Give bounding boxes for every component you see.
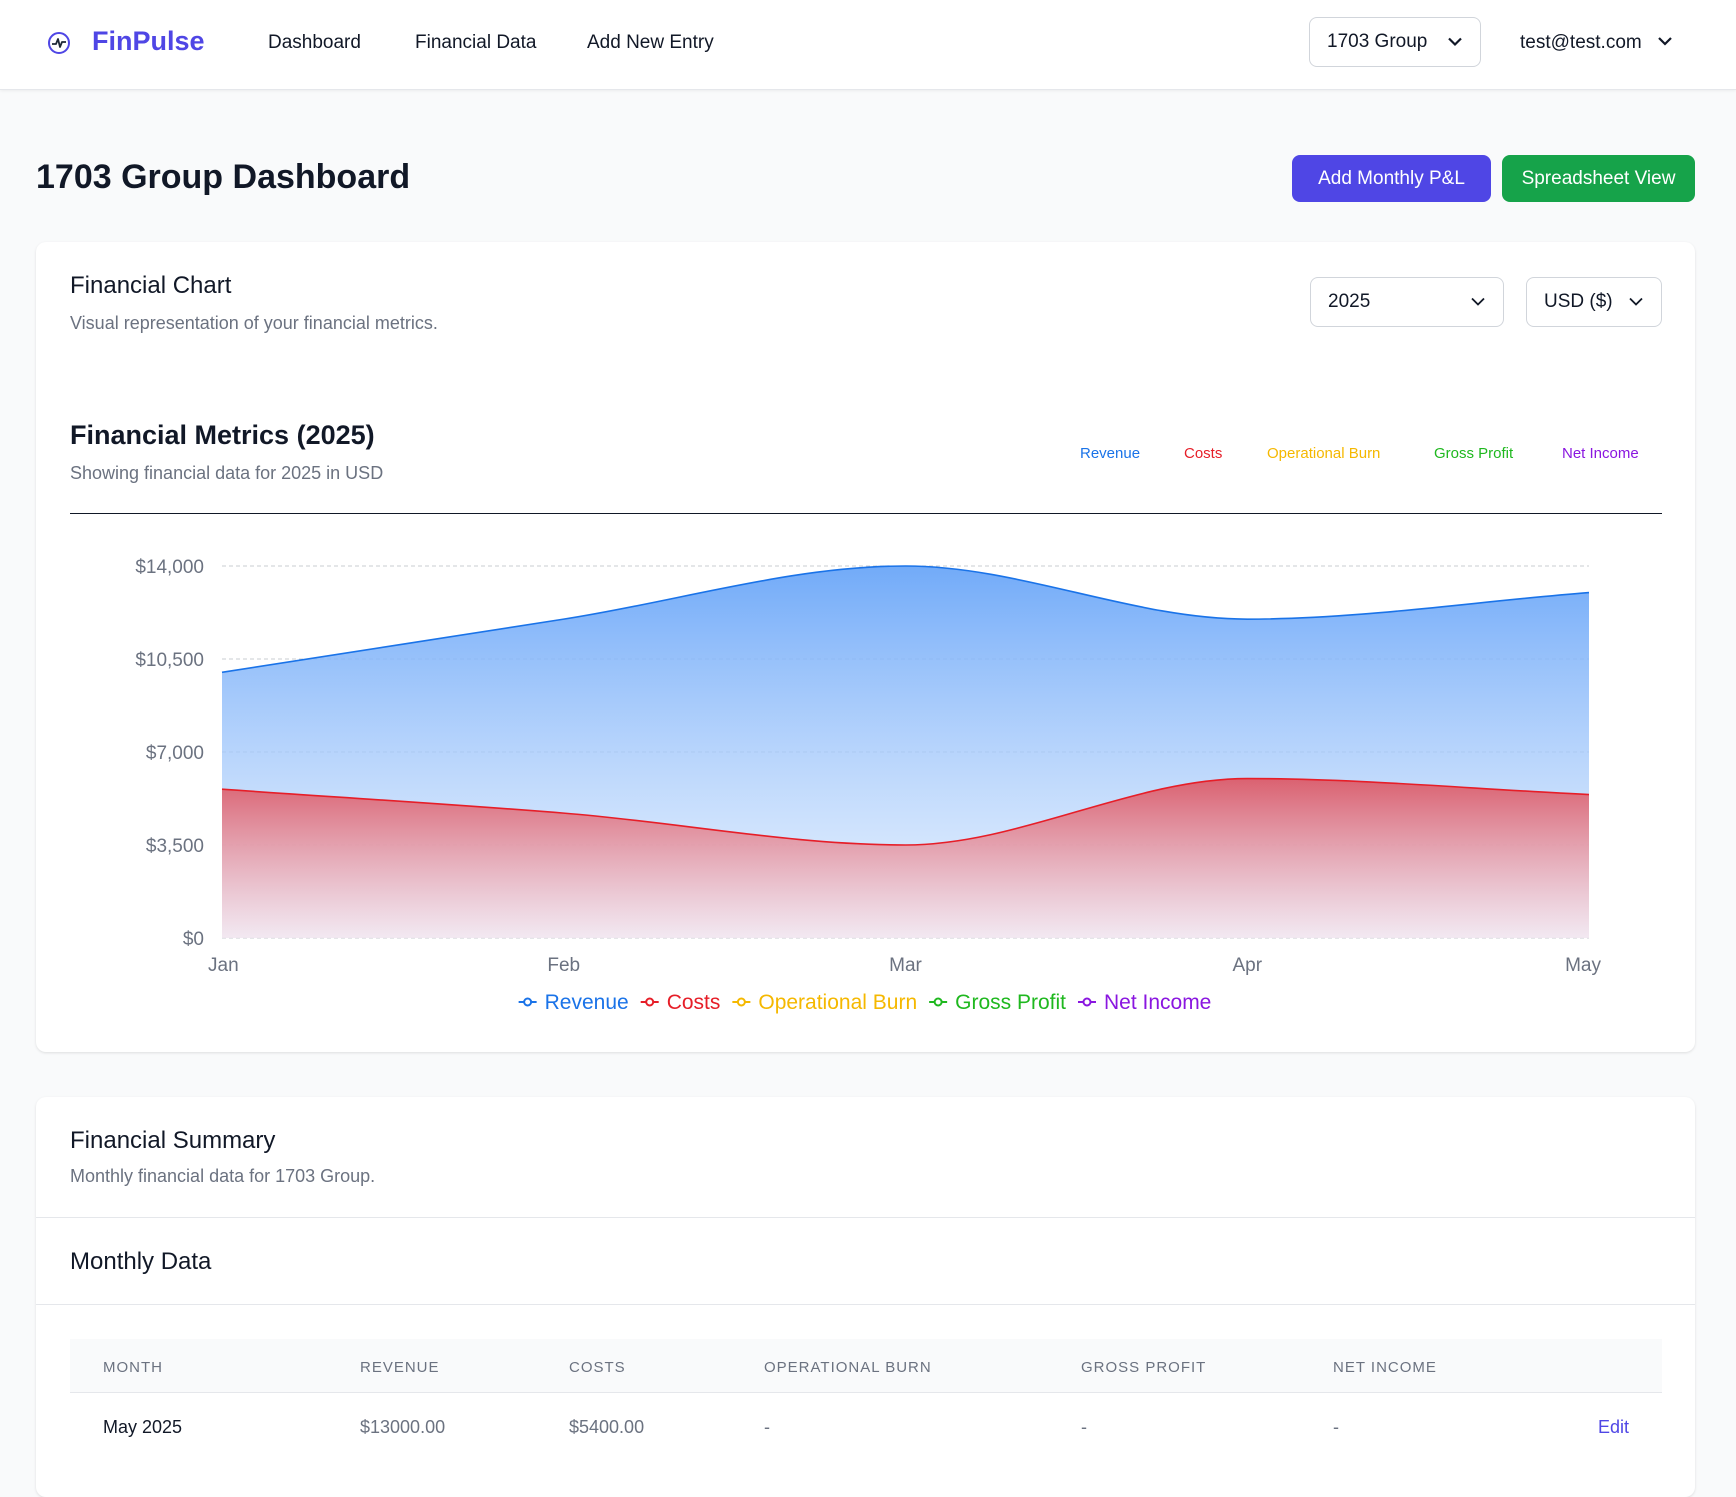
- nav-add-new-entry[interactable]: Add New Entry: [587, 32, 714, 53]
- top-legend-costs[interactable]: Costs: [1184, 445, 1223, 462]
- column-operational-burn: OPERATIONAL BURN: [764, 1359, 932, 1376]
- chevron-down-icon: [1471, 297, 1485, 306]
- cell-revenue: $13000.00: [360, 1417, 446, 1437]
- legend-dot-icon: [523, 997, 533, 1007]
- chart-divider: [70, 513, 1662, 514]
- y-tick-label: $14,000: [135, 557, 204, 578]
- legend-label: Revenue: [545, 991, 629, 1014]
- group-select-value: 1703 Group: [1327, 31, 1428, 52]
- brand-name[interactable]: FinPulse: [92, 26, 205, 56]
- add-monthly-pl-button[interactable]: Add Monthly P&L: [1292, 155, 1491, 202]
- monthly-data-title: Monthly Data: [70, 1248, 212, 1275]
- column-month: MONTH: [103, 1359, 163, 1376]
- chevron-down-icon: [1629, 297, 1643, 306]
- year-select-value: 2025: [1328, 291, 1371, 312]
- line-costs: [221, 777, 1590, 846]
- cell-costs: $5400.00: [569, 1417, 645, 1437]
- top-navigation-bar: FinPulse Dashboard Financial Data Add Ne…: [0, 0, 1736, 90]
- top-legend-gross-profit[interactable]: Gross Profit: [1434, 445, 1514, 462]
- top-legend-net-income[interactable]: Net Income: [1562, 445, 1639, 462]
- spreadsheet-view-button[interactable]: Spreadsheet View: [1502, 155, 1695, 202]
- top-legend-revenue[interactable]: Revenue: [1080, 445, 1141, 462]
- monthly-data-divider: [36, 1304, 1695, 1305]
- edit-row-link[interactable]: Edit: [1598, 1417, 1630, 1437]
- pulse-logo-icon: [48, 32, 70, 54]
- column-gross-profit: GROSS PROFIT: [1081, 1359, 1207, 1376]
- chart-heading-subtitle: Showing financial data for 2025 in USD: [70, 463, 384, 483]
- area-costs: [222, 778, 1589, 938]
- legend-item-operational-burn[interactable]: Operational Burn: [732, 991, 917, 1014]
- page-title: 1703 Group Dashboard: [36, 158, 411, 196]
- table-header: MONTH REVENUE COSTS OPERATIONAL BURN GRO…: [70, 1339, 1662, 1393]
- summary-divider: [36, 1217, 1695, 1218]
- chart-card-title: Financial Chart: [70, 272, 232, 299]
- legend-label: Net Income: [1104, 991, 1211, 1014]
- user-email: test@test.com: [1520, 32, 1642, 53]
- financial-summary-card: Financial Summary Monthly financial data…: [36, 1097, 1695, 1497]
- top-legend-operational-burn[interactable]: Operational Burn: [1267, 445, 1381, 462]
- x-tick-label: Feb: [547, 955, 580, 976]
- summary-card-title: Financial Summary: [70, 1127, 276, 1154]
- nav-financial-data[interactable]: Financial Data: [415, 32, 537, 53]
- line-revenue: [221, 565, 1590, 674]
- cell-operational-burn: -: [764, 1417, 770, 1437]
- summary-card-subtitle: Monthly financial data for 1703 Group.: [70, 1166, 376, 1186]
- legend-item-revenue[interactable]: Revenue: [518, 991, 629, 1014]
- legend-item-net-income[interactable]: Net Income: [1077, 991, 1211, 1014]
- y-tick-label: $3,500: [146, 836, 204, 857]
- x-tick-label: Apr: [1232, 955, 1262, 976]
- legend-dot-icon: [1082, 997, 1092, 1007]
- chart-heading: Financial Metrics (2025): [70, 420, 375, 450]
- financial-chart-card: Financial Chart Visual representation of…: [36, 242, 1695, 1052]
- group-select[interactable]: 1703 Group: [1309, 17, 1481, 67]
- cell-month: May 2025: [103, 1417, 183, 1437]
- x-tick-label: May: [1565, 955, 1601, 976]
- column-net-income: NET INCOME: [1333, 1359, 1437, 1376]
- legend-dot-icon: [645, 997, 655, 1007]
- nav-dashboard[interactable]: Dashboard: [268, 32, 361, 53]
- currency-select[interactable]: USD ($): [1526, 277, 1662, 327]
- x-tick-label: Mar: [889, 955, 922, 976]
- legend-dot-icon: [933, 997, 943, 1007]
- legend-item-costs[interactable]: Costs: [640, 991, 721, 1014]
- legend-label: Costs: [667, 991, 721, 1014]
- financial-area-chart: $0 $3,500 $7,000 $10,500 $14,000 Jan Feb Mar Apr…: [135, 557, 1601, 1014]
- legend-item-gross-profit[interactable]: Gross Profit: [929, 991, 1066, 1014]
- cell-net-income: -: [1333, 1417, 1339, 1437]
- year-select[interactable]: 2025: [1310, 277, 1504, 327]
- currency-select-value: USD ($): [1544, 291, 1613, 312]
- legend-dot-icon: [736, 997, 746, 1007]
- legend-label: Gross Profit: [955, 991, 1066, 1014]
- y-tick-label: $7,000: [146, 743, 204, 764]
- column-revenue: REVENUE: [360, 1359, 440, 1376]
- chevron-down-icon: [1658, 37, 1672, 46]
- y-tick-label: $0: [183, 929, 204, 950]
- cell-gross-profit: -: [1081, 1417, 1087, 1437]
- x-tick-label: Jan: [208, 955, 239, 976]
- column-costs: COSTS: [569, 1359, 626, 1376]
- y-tick-label: $10,500: [135, 650, 204, 671]
- chevron-down-icon: [1448, 37, 1462, 47]
- user-menu[interactable]: test@test.com: [1520, 32, 1672, 54]
- chart-card-subtitle: Visual representation of your financial …: [70, 313, 438, 333]
- legend-label: Operational Burn: [758, 991, 917, 1014]
